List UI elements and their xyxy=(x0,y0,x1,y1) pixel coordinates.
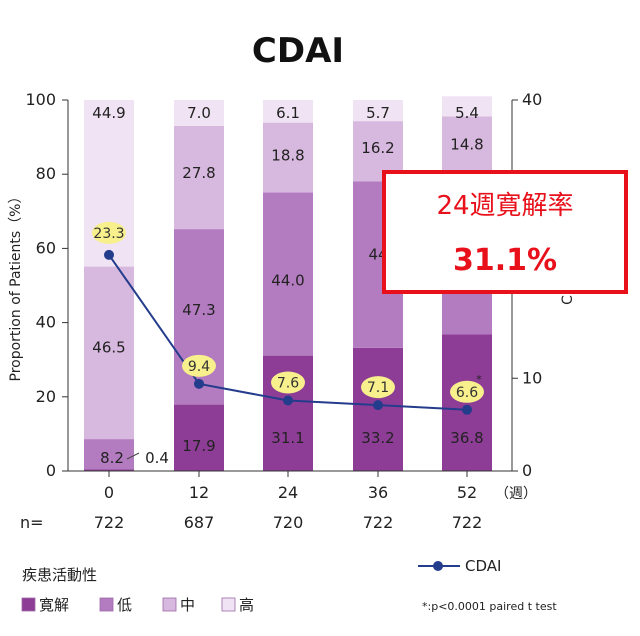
callout-value: 31.1% xyxy=(453,243,557,278)
segment-label: 47.3 xyxy=(182,301,215,319)
y-tick-label: 100 xyxy=(25,90,56,109)
segment-label: 0.4 xyxy=(145,449,169,467)
legend-swatch xyxy=(22,598,35,611)
cdai-value-label: 23.3 xyxy=(93,226,124,242)
segment-label: 33.2 xyxy=(361,429,394,447)
x-tick-label: 36 xyxy=(368,483,388,502)
x-axis: 0 722 12 687 24 720 36 722 52 722 （週） n= xyxy=(20,471,537,532)
segment-label: 46.5 xyxy=(92,338,125,356)
cdai-value-label: 9.4 xyxy=(188,359,210,375)
y-tick-label: 0 xyxy=(46,461,56,480)
y2-tick-label: 40 xyxy=(522,90,542,109)
segment-label: 31.1 xyxy=(271,429,304,447)
legend-swatch xyxy=(100,598,113,611)
n-value: 722 xyxy=(452,513,483,532)
callout-box: 24週寛解率 31.1% xyxy=(384,172,626,292)
segment-label: 44.0 xyxy=(271,272,304,290)
n-value: 720 xyxy=(273,513,304,532)
segment-label: 5.7 xyxy=(366,104,390,122)
segment-label: 7.0 xyxy=(187,104,211,122)
segment-label: 5.4 xyxy=(455,104,479,122)
cdai-point xyxy=(194,379,204,389)
segment-label: 16.2 xyxy=(361,139,394,157)
y-tick-label: 20 xyxy=(36,387,56,406)
y-tick-label: 60 xyxy=(36,238,56,257)
x-tick-label: 0 xyxy=(104,483,114,502)
chart-title: CDAI xyxy=(252,31,344,71)
legend-cdai-label: CDAI xyxy=(465,557,501,575)
cdai-value-label: 6.6 xyxy=(456,385,478,401)
n-value: 722 xyxy=(363,513,394,532)
legend-swatch xyxy=(222,598,235,611)
segment-label: 18.8 xyxy=(271,147,304,165)
cdai-value-label: 7.6 xyxy=(277,376,299,392)
y2-axis-label: C xyxy=(560,295,576,305)
significance-asterisk: * xyxy=(476,373,482,386)
legend-item-label: 低 xyxy=(117,596,132,614)
y-axis-label: Proportion of Patients（%） xyxy=(8,190,24,382)
y2-tick-label: 0 xyxy=(522,461,532,480)
cdai-value-label: 7.1 xyxy=(367,380,389,396)
legend-title: 疾患活動性 xyxy=(22,566,97,584)
segment-label: 17.9 xyxy=(182,437,215,455)
y-tick-label: 80 xyxy=(36,164,56,183)
legend-cdai-marker xyxy=(433,561,443,571)
segment-label: 44.9 xyxy=(92,104,125,122)
x-tick-label: 52 xyxy=(457,483,477,502)
segment-label: 6.1 xyxy=(276,104,300,122)
segment-label: 36.8 xyxy=(450,429,483,447)
legend-item-label: 高 xyxy=(239,596,254,614)
legend-item-label: 中 xyxy=(180,596,195,614)
legend-item-label: 寛解 xyxy=(39,596,69,614)
x-tick-label: 12 xyxy=(189,483,209,502)
callout-heading: 24週寛解率 xyxy=(436,191,573,221)
y-tick-label: 40 xyxy=(36,313,56,332)
cdai-point xyxy=(283,396,293,406)
cdai-point xyxy=(462,405,472,415)
segment-label: 14.8 xyxy=(450,136,483,154)
x-axis-unit: （週） xyxy=(495,486,537,502)
legend-swatch xyxy=(163,598,176,611)
n-value: 687 xyxy=(184,513,215,532)
n-value: 722 xyxy=(94,513,125,532)
cdai-point xyxy=(104,250,114,260)
y2-tick-label: 10 xyxy=(522,368,542,387)
cdai-point xyxy=(373,400,383,410)
footnote: *:p<0.0001 paired t test xyxy=(422,600,557,613)
segment-label: 8.2 xyxy=(100,449,124,467)
x-tick-label: 24 xyxy=(278,483,298,502)
n-label: n= xyxy=(20,513,44,532)
segment-label: 27.8 xyxy=(182,164,215,182)
